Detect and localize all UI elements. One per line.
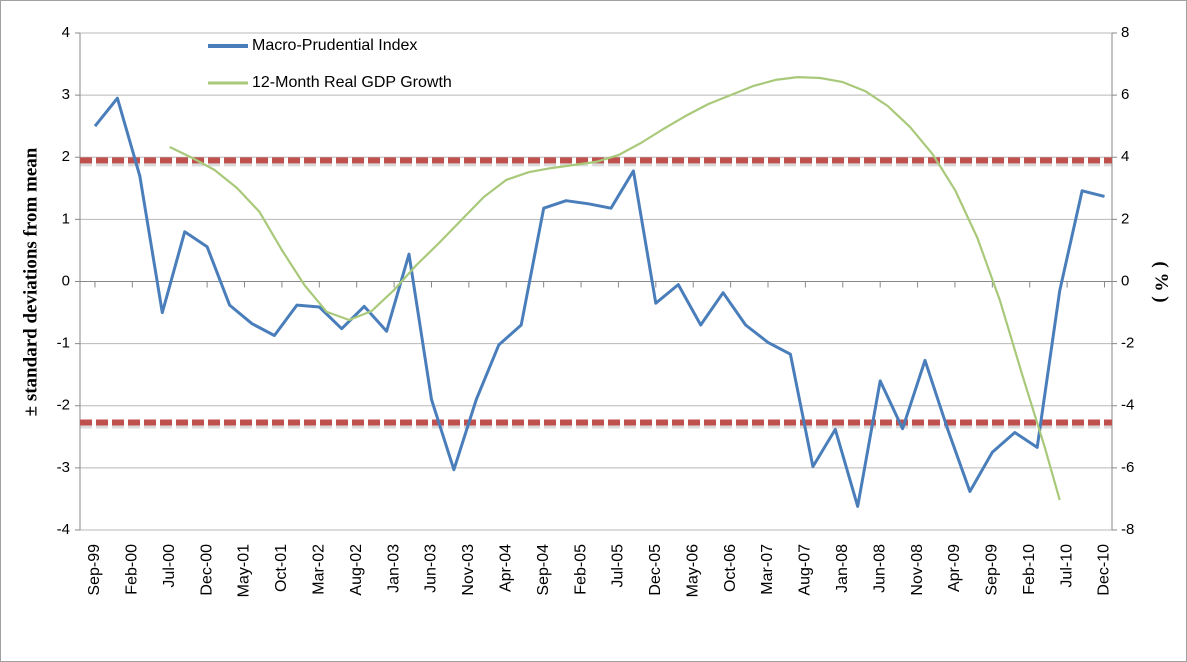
x-tick-label: Sep-04 <box>535 544 552 596</box>
legend-label: Macro-Prudential Index <box>252 37 417 54</box>
y2-tick-label: -4 <box>1121 397 1134 414</box>
x-tick-label: Mar-07 <box>759 544 776 595</box>
y-tick-label: -3 <box>57 459 70 476</box>
y2-tick-label: -6 <box>1121 459 1134 476</box>
y-axis-title: ± standard deviations from mean <box>20 147 41 416</box>
x-tick-label: Sep-99 <box>86 544 103 596</box>
y-tick-label: 3 <box>62 86 70 103</box>
x-tick-label: Jul-10 <box>1058 544 1075 588</box>
x-tick-label: Sep-09 <box>984 544 1001 596</box>
series-line <box>93 96 1105 508</box>
series-line <box>169 75 1061 501</box>
y-tick-label: 4 <box>62 24 70 41</box>
x-tick-label: Aug-02 <box>348 544 365 596</box>
x-tick-label: Dec-10 <box>1096 544 1113 596</box>
y-tick-label: -1 <box>57 335 70 352</box>
y2-tick-label: -8 <box>1121 521 1134 538</box>
x-tick-label: Dec-05 <box>647 544 664 596</box>
x-tick-label: Jun-08 <box>871 544 888 593</box>
y2-tick-label: 4 <box>1121 148 1129 165</box>
y2-axis-title: ( % ) <box>1151 261 1172 302</box>
x-tick-label: Jan-08 <box>834 544 851 593</box>
x-tick-label: Apr-04 <box>497 544 514 592</box>
x-tick-label: Mar-02 <box>311 544 328 595</box>
x-tick-label: May-01 <box>236 544 253 597</box>
x-tick-label: Feb-05 <box>572 544 589 595</box>
x-tick-label: Oct-01 <box>273 544 290 592</box>
y2-tick-label: 2 <box>1121 210 1129 227</box>
x-tick-label: Dec-00 <box>198 544 215 596</box>
y-tick-label: 1 <box>62 210 70 227</box>
x-tick-label: Jun-03 <box>423 544 440 593</box>
x-tick-label: Nov-08 <box>909 544 926 596</box>
x-tick-label: Jan-03 <box>385 544 402 593</box>
legend-label: 12-Month Real GDP Growth <box>252 74 452 91</box>
y2-tick-label: 8 <box>1121 24 1129 41</box>
y-tick-label: 0 <box>62 272 70 289</box>
y2-tick-label: 0 <box>1121 272 1129 289</box>
x-tick-label: Feb-00 <box>124 544 141 595</box>
x-tick-label: Jul-05 <box>610 544 627 588</box>
x-tick-label: Feb-10 <box>1021 544 1038 595</box>
x-tick-label: Oct-06 <box>722 544 739 592</box>
x-tick-label: Nov-03 <box>460 544 477 596</box>
y-tick-label: -4 <box>57 521 70 538</box>
x-tick-label: Jul-00 <box>161 544 178 588</box>
x-tick-label: Aug-07 <box>797 544 814 596</box>
x-tick-label: Apr-09 <box>946 544 963 592</box>
y-tick-label: -2 <box>57 397 70 414</box>
x-tick-label: May-06 <box>684 544 701 597</box>
y2-tick-label: 6 <box>1121 86 1129 103</box>
y-tick-label: 2 <box>62 148 70 165</box>
y2-tick-label: -2 <box>1121 335 1134 352</box>
